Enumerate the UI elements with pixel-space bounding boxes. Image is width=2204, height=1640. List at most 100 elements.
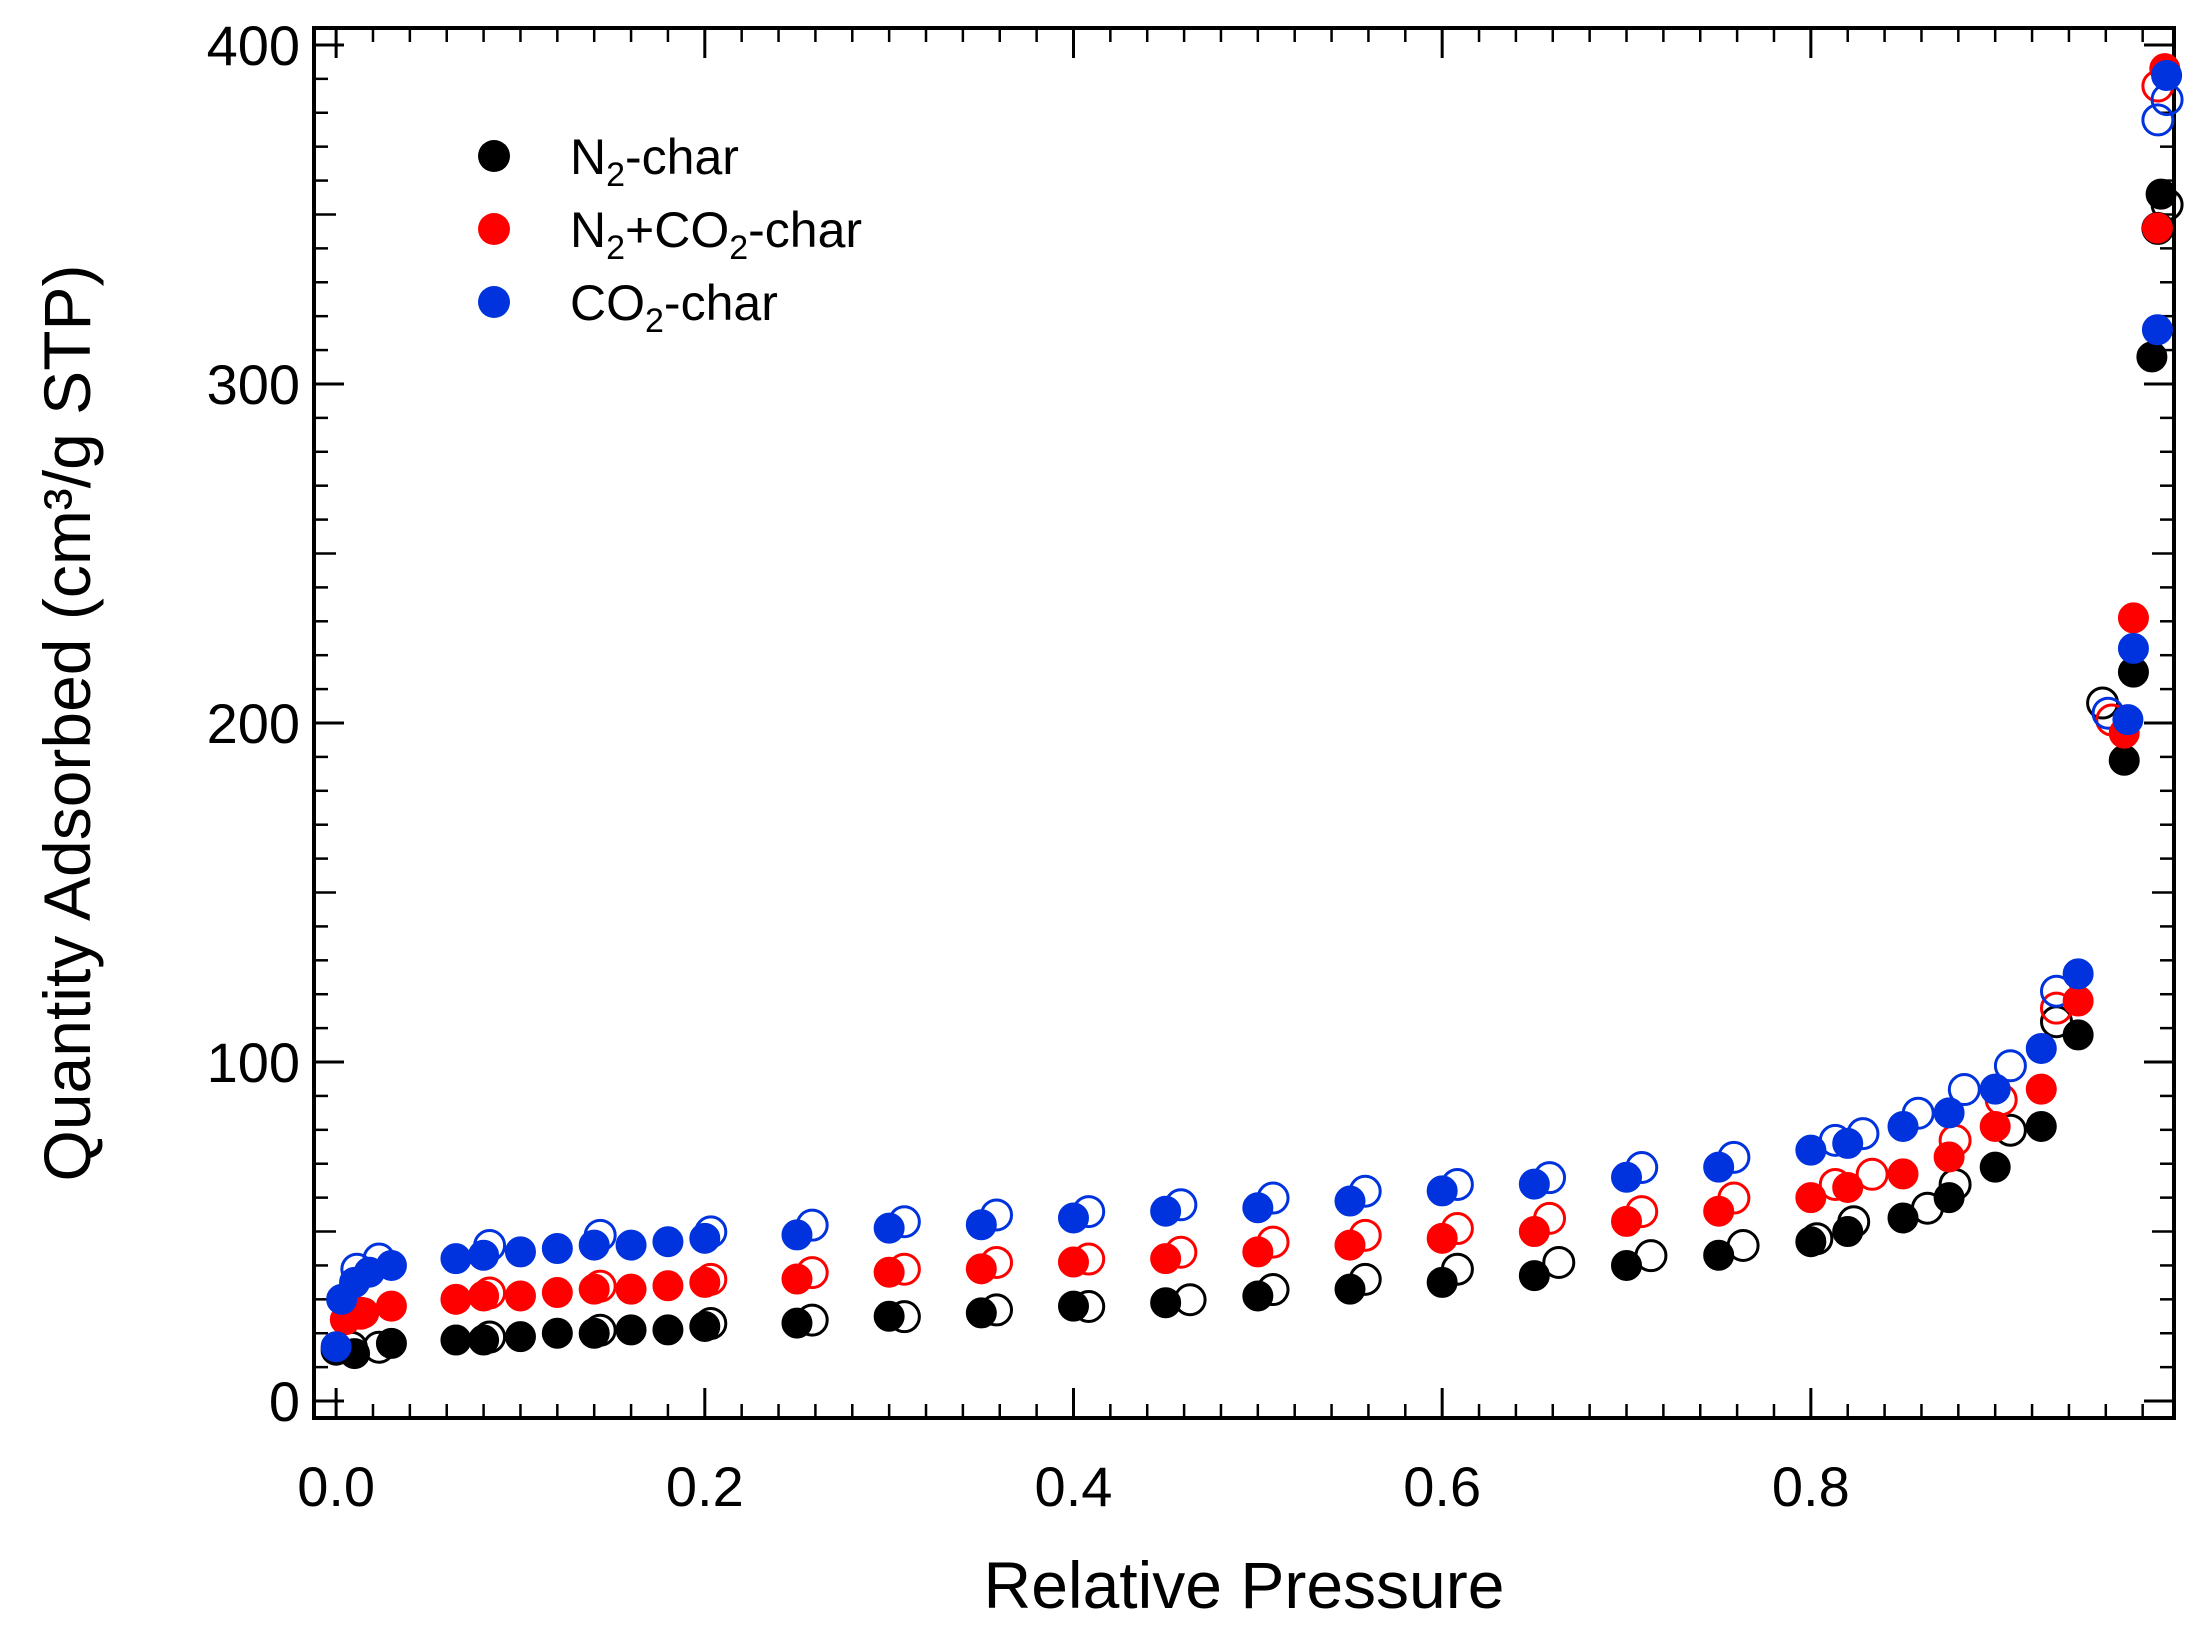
- adsorption-point: [1150, 1243, 1182, 1275]
- y-tick-label: 100: [207, 1031, 300, 1094]
- legend-text-part: N: [570, 202, 606, 258]
- legend-subscript: 2: [606, 229, 625, 267]
- adsorption-point: [2025, 1110, 2057, 1142]
- adsorption-point: [440, 1283, 472, 1315]
- adsorption-point: [1242, 1236, 1274, 1268]
- adsorption-point: [1334, 1273, 1366, 1305]
- legend-subscript: 2: [729, 229, 748, 267]
- adsorption-point: [541, 1317, 573, 1349]
- adsorption-point: [1933, 1141, 1965, 1173]
- legend-text-part: +CO: [625, 202, 729, 258]
- adsorption-point: [1703, 1151, 1735, 1183]
- adsorption-point: [781, 1219, 813, 1251]
- legend-item: N2-char: [478, 129, 739, 194]
- adsorption-point: [375, 1249, 407, 1281]
- adsorption-point: [1979, 1073, 2011, 1105]
- adsorption-point: [2136, 341, 2168, 373]
- x-tick-label: 0.2: [666, 1455, 744, 1518]
- adsorption-point: [541, 1277, 573, 1309]
- legend-marker: [478, 140, 510, 172]
- adsorption-point: [965, 1297, 997, 1329]
- adsorption-point: [1334, 1229, 1366, 1261]
- adsorption-point: [1150, 1287, 1182, 1319]
- adsorption-point: [873, 1212, 905, 1244]
- adsorption-point: [652, 1226, 684, 1258]
- desorption-point: [2141, 103, 2175, 137]
- adsorption-point: [1887, 1110, 1919, 1142]
- adsorption-point: [2108, 744, 2140, 776]
- legend-label: CO2-char: [570, 275, 778, 340]
- adsorption-point: [1426, 1222, 1458, 1254]
- adsorption-point: [2025, 1032, 2057, 1064]
- legend-item: N2+CO2-char: [478, 202, 862, 267]
- adsorption-point: [1057, 1202, 1089, 1234]
- adsorption-point: [965, 1253, 997, 1285]
- adsorption-point: [1703, 1195, 1735, 1227]
- adsorption-point: [652, 1314, 684, 1346]
- adsorption-point: [1979, 1151, 2011, 1183]
- desorption-point: [1993, 1049, 2027, 1083]
- adsorption-point: [578, 1229, 610, 1261]
- adsorption-point: [541, 1232, 573, 1264]
- y-tick-label: 200: [207, 692, 300, 755]
- adsorption-point: [615, 1273, 647, 1305]
- series-n2-char-adsorption: [320, 178, 2177, 1370]
- adsorption-point: [1057, 1290, 1089, 1322]
- adsorption-point: [1057, 1246, 1089, 1278]
- adsorption-point: [652, 1270, 684, 1302]
- legend-subscript: 2: [606, 156, 625, 194]
- adsorption-point: [1150, 1195, 1182, 1227]
- adsorption-point: [2145, 178, 2177, 210]
- legend-label: N2-char: [570, 129, 739, 194]
- adsorption-point: [1611, 1161, 1643, 1193]
- adsorption-point: [1933, 1182, 1965, 1214]
- legend-label: N2+CO2-char: [570, 202, 862, 267]
- adsorption-point: [1242, 1192, 1274, 1224]
- adsorption-point: [504, 1236, 536, 1268]
- adsorption-point: [689, 1266, 721, 1298]
- adsorption-point: [1795, 1226, 1827, 1258]
- adsorption-point: [1832, 1171, 1864, 1203]
- legend-text-part: -char: [664, 275, 778, 331]
- desorption-point: [1542, 1245, 1576, 1279]
- legend-text-part: N: [570, 129, 606, 185]
- data-series: [320, 53, 2184, 1370]
- series-co2-char-adsorption: [320, 59, 2183, 1363]
- legend-subscript: 2: [645, 302, 664, 340]
- legend-text-part: -char: [748, 202, 862, 258]
- adsorption-point: [615, 1314, 647, 1346]
- desorption-point: [1947, 1073, 1981, 1107]
- adsorption-point: [1518, 1216, 1550, 1248]
- adsorption-point: [468, 1280, 500, 1312]
- adsorption-point: [1426, 1175, 1458, 1207]
- legend-item: CO2-char: [478, 275, 778, 340]
- adsorption-point: [2112, 704, 2144, 736]
- y-tick-label: 400: [207, 14, 300, 77]
- adsorption-point: [2117, 602, 2149, 634]
- adsorption-point: [2062, 985, 2094, 1017]
- x-axis-title: Relative Pressure: [984, 1548, 1505, 1622]
- legend-marker: [478, 286, 510, 318]
- adsorption-point: [2025, 1073, 2057, 1105]
- adsorption-point: [375, 1327, 407, 1359]
- adsorption-point: [2141, 212, 2173, 244]
- axis-ticks: [314, 28, 2174, 1418]
- adsorption-point: [1887, 1202, 1919, 1234]
- adsorption-point: [1832, 1216, 1864, 1248]
- adsorption-point: [2062, 958, 2094, 990]
- adsorption-point: [1795, 1134, 1827, 1166]
- axis-tick-labels: 0.0 0.2 0.4 0.6 0.8 0 100 200 300 400: [207, 14, 1850, 1518]
- y-tick-label: 0: [269, 1370, 300, 1433]
- adsorption-point: [320, 1331, 352, 1363]
- y-tick-label: 300: [207, 353, 300, 416]
- adsorption-point: [578, 1317, 610, 1349]
- legend-text-part: CO: [570, 275, 645, 331]
- adsorption-point: [781, 1263, 813, 1295]
- x-tick-label: 0.6: [1403, 1455, 1481, 1518]
- legend-text-part: -char: [625, 129, 739, 185]
- adsorption-point: [615, 1229, 647, 1261]
- adsorption-point: [468, 1239, 500, 1271]
- adsorption-point: [2062, 1019, 2094, 1051]
- adsorption-point: [689, 1310, 721, 1342]
